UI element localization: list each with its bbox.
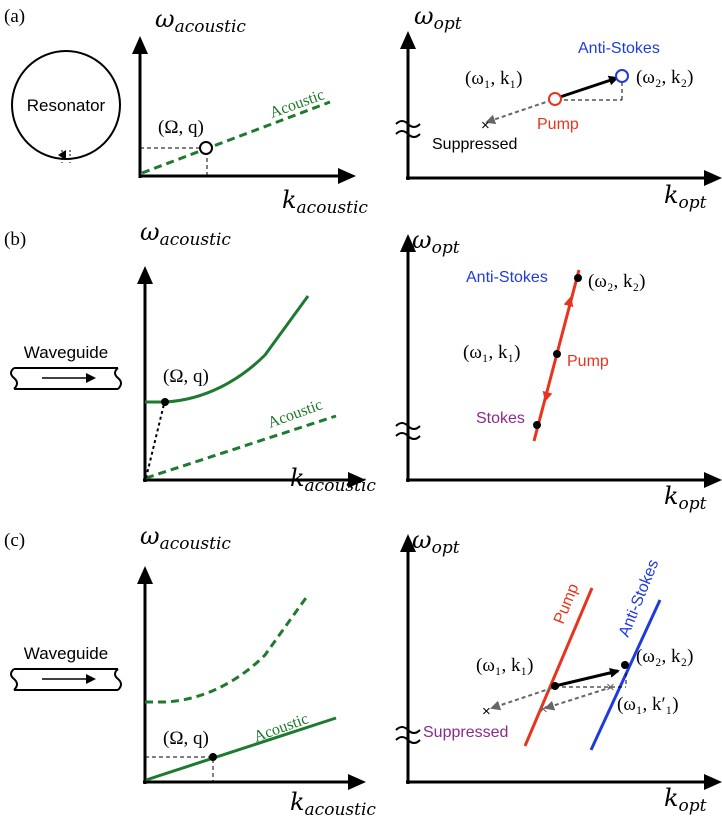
optical-plot-c: ωopt kopt Pump Anti-Stokes × × × (ω₁, k₁… [395, 526, 722, 816]
suppressed-arrow [485, 99, 553, 125]
acoustic-plot-c: ωacoustic kacoustic Acoustic (Ω, q) [137, 522, 376, 820]
axis-break-icon [395, 726, 421, 744]
waveguide-outline [10, 367, 122, 390]
panel-a-label: (a) [4, 6, 25, 27]
x-axis-label: kacoustic [282, 186, 368, 218]
suppressed-arrow [490, 687, 553, 711]
pump-point-label: (ω₁, k₁) [465, 68, 522, 89]
acoustic-branch-line [145, 716, 337, 782]
phonon-point [209, 753, 217, 761]
suppressed-label: Suppressed [423, 724, 508, 741]
shifted-arrow [544, 686, 613, 711]
acoustic-branch-label: Acoustic [268, 86, 327, 121]
anti-stokes-label: Anti-Stokes [616, 557, 662, 639]
panel-c: (c) Waveguide ωacoustic kacoustic Acoust… [4, 522, 722, 820]
suppressed-marker-icon: × [481, 117, 490, 134]
x-axis-label: kopt [664, 482, 707, 514]
optical-phonon-branch [145, 295, 310, 404]
pump-point [551, 682, 559, 690]
pump-label: Pump [567, 353, 609, 370]
pump-label: Pump [537, 116, 579, 133]
anti-stokes-point [615, 69, 629, 83]
panel-c-label: (c) [4, 530, 25, 551]
waveguide-outline [10, 668, 122, 691]
waveguide: Waveguide [10, 343, 122, 390]
device-label: Waveguide [24, 644, 108, 663]
acoustic-branch-line [141, 100, 331, 175]
acoustic-branch-label: Acoustic [252, 710, 311, 745]
pump-dispersion-line [523, 587, 594, 747]
x-axis-label: kacoustic [290, 788, 376, 820]
shifted-point-label: (ω₁, k′₁) [617, 694, 679, 715]
acoustic-branch-line [145, 414, 337, 480]
y-axis-label: ωopt [412, 226, 460, 258]
pump-point [553, 350, 561, 358]
resonator: Resonator [11, 50, 121, 163]
suppressed-marker-icon: × [482, 703, 491, 720]
pump-point [548, 92, 562, 106]
axis-break-icon [395, 120, 421, 138]
anti-stokes-point-label: (ω₂, k₂) [636, 646, 693, 667]
y-axis-label: ωacoustic [155, 5, 246, 37]
shifted-marker-icon: × [606, 679, 615, 696]
y-axis-label: ωopt [412, 526, 460, 558]
optical-plot-a: ωopt kopt × Suppressed (ω₁, k₁) Pump Ant… [395, 2, 722, 213]
y-axis-label: ωacoustic [140, 522, 231, 554]
optical-phonon-branch [145, 594, 310, 704]
x-axis-label: kopt [664, 784, 707, 816]
acoustic-plot-b: ωacoustic kacoustic Acoustic (Ω, q) [137, 218, 376, 496]
panel-b: (b) Waveguide ωacoustic kacoustic Acoust… [4, 218, 722, 514]
pump-point-label: (ω₁, k₁) [463, 342, 520, 363]
phonon-point-label: (Ω, q) [163, 366, 209, 387]
waveguide: Waveguide [10, 644, 122, 691]
anti-stokes-label: Anti-Stokes [466, 269, 548, 286]
anti-stokes-label: Anti-Stokes [578, 40, 660, 57]
anti-stokes-point [621, 661, 629, 669]
stokes-point [533, 421, 541, 429]
phonon-point-label: (Ω, q) [158, 117, 204, 138]
phonon-point [161, 398, 169, 406]
pump-to-antistokes-arrow [554, 667, 620, 688]
stokes-label: Stokes [476, 410, 525, 427]
acoustic-branch-label: Acoustic [266, 396, 325, 431]
x-axis-label: kopt [664, 181, 707, 213]
suppressed-marker-icon: × [539, 701, 548, 718]
device-label: Waveguide [24, 343, 108, 362]
device-label: Resonator [27, 96, 106, 115]
anti-stokes-point-label: (ω₂, k₂) [588, 271, 645, 292]
suppressed-label: Suppressed [432, 136, 517, 153]
panel-a: (a) Resonator ωacoustic kacoustic Acoust… [4, 2, 722, 218]
pump-point-label: (ω₁, k₁) [476, 655, 533, 676]
y-axis-label: ωacoustic [140, 218, 231, 250]
x-axis-label: kacoustic [290, 464, 376, 496]
anti-stokes-point [574, 274, 582, 282]
phonon-point [199, 141, 213, 155]
phonon-point-label: (Ω, q) [163, 728, 209, 749]
axis-break-icon [395, 422, 421, 440]
acoustic-plot-a: ωacoustic kacoustic Acoustic (Ω, q) [132, 5, 368, 218]
optical-plot-b: ωopt kopt Anti-Stokes (ω₂, k₂) (ω₁, k₁) … [395, 226, 722, 514]
anti-stokes-point-label: (ω₂, k₂) [636, 67, 693, 88]
panel-b-label: (b) [4, 229, 26, 250]
pump-to-antistokes-arrow [556, 75, 619, 100]
phonon-wavevector-line [145, 403, 165, 479]
y-axis-label: ωopt [414, 2, 462, 34]
